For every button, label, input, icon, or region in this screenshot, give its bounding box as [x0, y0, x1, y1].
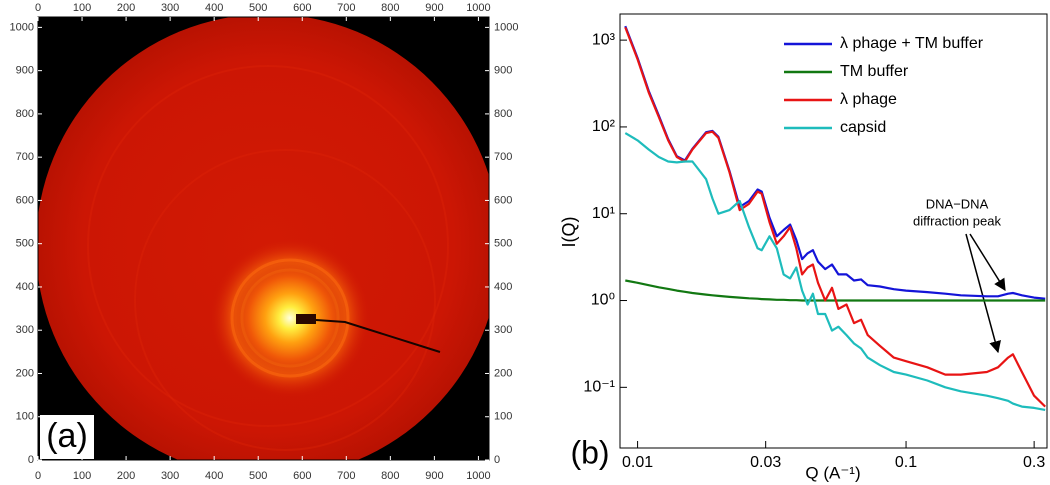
x-tick-label: 200 — [117, 470, 135, 482]
y-tick-label: 10² — [592, 118, 616, 135]
x-tick-label: 900 — [425, 2, 443, 14]
x-tick-label: 400 — [205, 470, 223, 482]
y-tick-label: 300 — [494, 324, 512, 336]
y-tick-label: 0 — [28, 454, 34, 466]
y-tick-label: 500 — [494, 238, 512, 250]
legend-label: λ phage — [840, 91, 897, 108]
x-tick-label: 0.01 — [622, 454, 653, 471]
series-line — [624, 27, 1046, 408]
y-tick-label: 300 — [16, 324, 34, 336]
arrow — [969, 233, 1006, 292]
x-tick-label: 700 — [337, 2, 355, 14]
y-tick-label: 700 — [494, 151, 512, 163]
x-tick-label: 0.3 — [1023, 454, 1045, 471]
image-frame — [37, 16, 490, 461]
y-axis-label: I(Q) — [559, 217, 579, 248]
series-line — [625, 279, 1046, 302]
y-tick-label: 700 — [16, 151, 34, 163]
y-tick-label: 800 — [16, 108, 34, 120]
x-axis-label: Q (A⁻¹) — [805, 463, 860, 482]
y-tick-label: 10³ — [592, 31, 616, 48]
y-tick-label: 200 — [16, 367, 34, 379]
annotation: diffraction peak — [913, 213, 1001, 228]
plot-frame — [619, 13, 1048, 449]
plot-lines — [624, 25, 1046, 411]
panel-label: (a) — [46, 417, 88, 455]
y-tick-label: 900 — [494, 65, 512, 77]
panel-label: (b) — [570, 434, 609, 470]
panel-label-box — [40, 415, 94, 459]
x-tick-label: 300 — [161, 2, 179, 14]
x-tick-label: 500 — [249, 470, 267, 482]
x-tick-label: 800 — [381, 470, 399, 482]
y-tick-label: 1000 — [494, 21, 518, 33]
x-tick-label: 400 — [205, 2, 223, 14]
y-tick-label: 10⁻¹ — [583, 379, 615, 396]
y-tick-label: 100 — [494, 411, 512, 423]
y-tick-label: 1000 — [10, 21, 34, 33]
series-line — [624, 132, 1046, 411]
x-tick-label: 100 — [73, 2, 91, 14]
y-tick-label: 200 — [494, 367, 512, 379]
y-tick-label: 10¹ — [592, 205, 615, 222]
y-tick-label: 400 — [494, 281, 512, 293]
x-tick-label: 800 — [381, 2, 399, 14]
x-tick-label: 200 — [117, 2, 135, 14]
y-tick-label: 0 — [494, 454, 500, 466]
x-tick-label: 0 — [35, 2, 41, 14]
detector-image — [38, 17, 489, 460]
x-tick-label: 900 — [425, 470, 443, 482]
x-tick-label: 0.1 — [895, 454, 917, 471]
x-tick-label: 600 — [293, 2, 311, 14]
x-tick-label: 600 — [293, 470, 311, 482]
y-tick-label: 100 — [16, 411, 34, 423]
x-tick-label: 100 — [73, 470, 91, 482]
legend-label: TM buffer — [840, 63, 909, 80]
y-tick-label: 400 — [16, 281, 34, 293]
arrow — [965, 233, 1001, 354]
legend-label: λ phage + TM buffer — [840, 35, 984, 52]
x-tick-label: 300 — [161, 470, 179, 482]
y-tick-label: 600 — [16, 194, 34, 206]
y-tick-label: 900 — [16, 65, 34, 77]
legend-label: capsid — [840, 119, 886, 136]
x-tick-label: 1000 — [466, 470, 490, 482]
annotation: DNA−DNA — [926, 196, 989, 211]
y-tick-label: 10⁰ — [591, 292, 615, 309]
x-tick-label: 0 — [35, 470, 41, 482]
y-tick-label: 600 — [494, 194, 512, 206]
x-tick-label: 700 — [337, 470, 355, 482]
x-tick-label: 0.03 — [750, 454, 781, 471]
x-tick-label: 1000 — [466, 2, 490, 14]
y-tick-label: 500 — [16, 238, 34, 250]
x-tick-label: 500 — [249, 2, 267, 14]
y-tick-label: 800 — [494, 108, 512, 120]
